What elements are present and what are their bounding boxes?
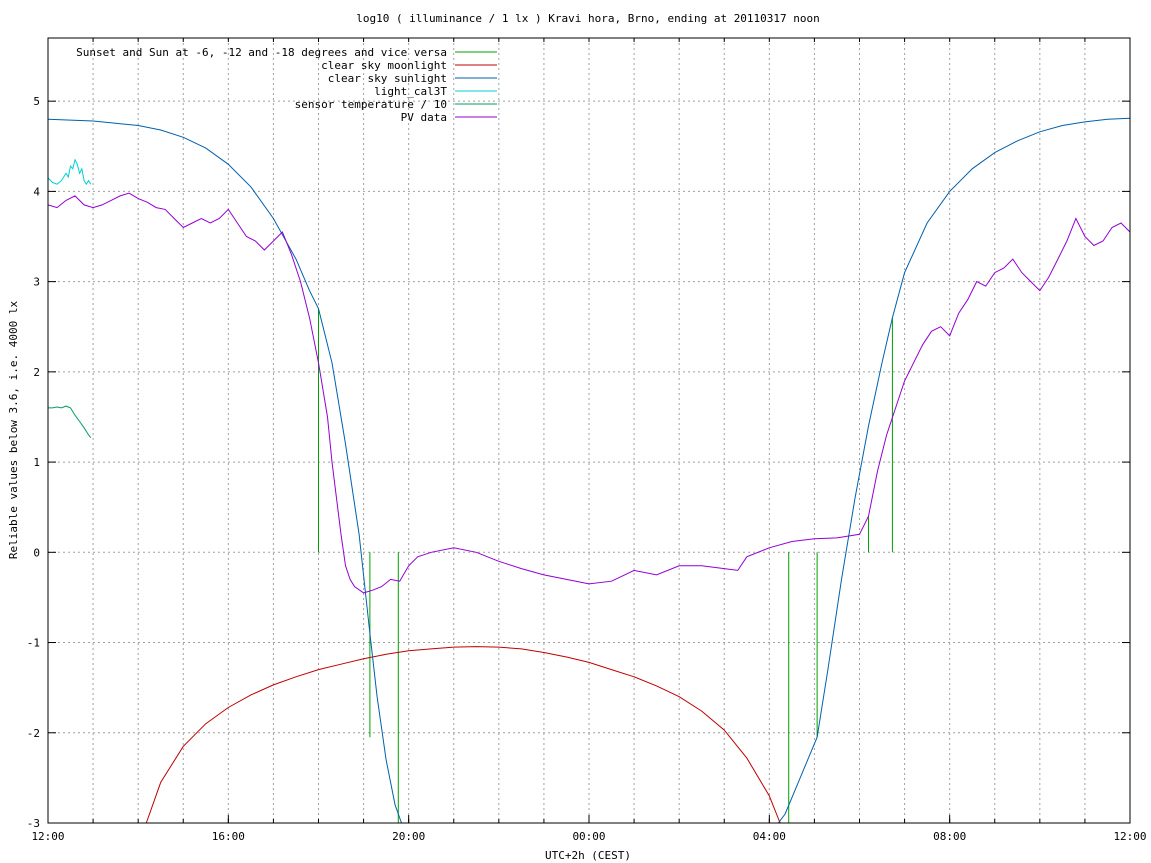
y-tick-label: 4	[33, 185, 40, 198]
x-tick-label: 04:00	[753, 830, 786, 843]
y-tick-label: 2	[33, 366, 40, 379]
x-tick-label: 08:00	[933, 830, 966, 843]
x-tick-label: 16:00	[212, 830, 245, 843]
plot-frame	[47, 37, 1131, 824]
y-tick-label: -2	[27, 727, 40, 740]
chart-title: log10 ( illuminance / 1 lx ) Kravi hora,…	[356, 12, 820, 25]
x-tick-label: 12:00	[31, 830, 64, 843]
y-tick-label: 5	[33, 95, 40, 108]
x-tick-label: 12:00	[1113, 830, 1146, 843]
x-tick-label: 20:00	[392, 830, 425, 843]
axis-ticks: -3 -2 -1 0 1 2 3 4 5 12:00 16:00 20:00 00:00 04:00 08:…	[27, 38, 1147, 843]
legend-label: sensor temperature / 10	[295, 98, 447, 111]
x-tick-label: 00:00	[572, 830, 605, 843]
legend: Sunset and Sun at -6, -12 and -18 degree…	[76, 46, 497, 124]
y-tick-label: -3	[27, 817, 40, 830]
series-line-clear-sky-moonlight	[145, 646, 781, 824]
series-layer	[47, 117, 1131, 824]
legend-label: Sunset and Sun at -6, -12 and -18 degree…	[76, 46, 447, 59]
series-line-pv-data	[47, 192, 1131, 594]
y-axis-label: Reliable values below 3.6, i.e. 4000 lx	[7, 300, 20, 559]
y-tick-label: 1	[33, 456, 40, 469]
series-line-clear-sky-sunlight	[47, 117, 1131, 824]
y-tick-label: 0	[33, 546, 40, 559]
y-tick-label: 3	[33, 276, 40, 289]
series-line-light-cal3t	[47, 158, 92, 186]
x-axis-label: UTC+2h (CEST)	[545, 849, 631, 862]
grid	[48, 38, 1130, 823]
legend-label: light_cal3T	[374, 85, 447, 98]
y-tick-label: -1	[27, 637, 40, 650]
legend-label: clear sky moonlight	[321, 59, 447, 72]
series-line-sensor-temperature-10	[48, 405, 92, 439]
legend-label: clear sky sunlight	[328, 72, 447, 85]
legend-label: PV data	[401, 111, 447, 124]
